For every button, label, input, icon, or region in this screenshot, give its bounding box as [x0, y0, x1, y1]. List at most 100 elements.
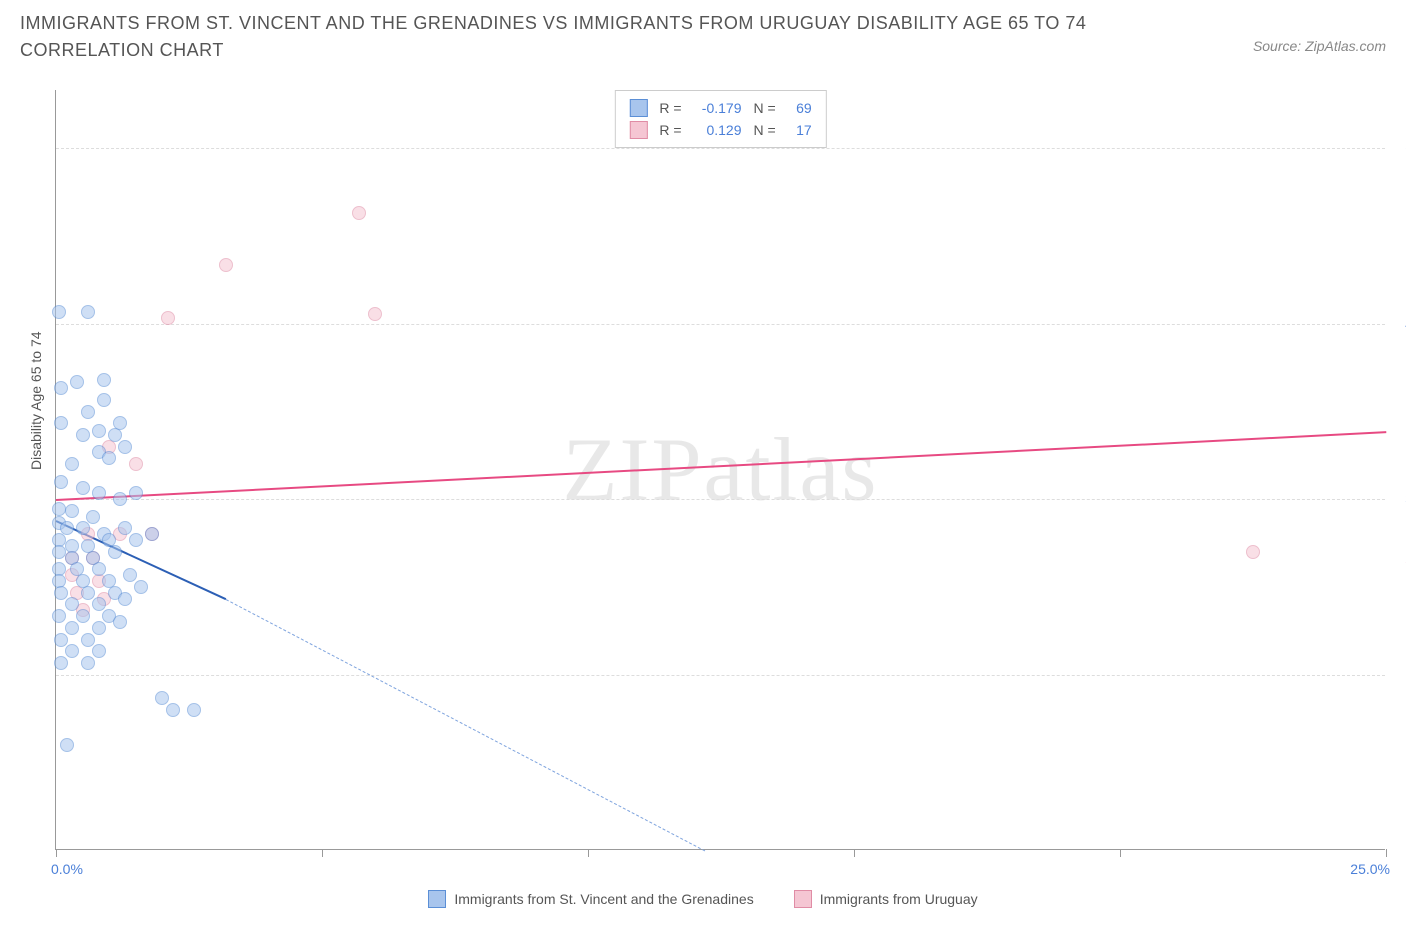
scatter-point-series1 — [166, 703, 180, 717]
scatter-point-series1 — [52, 502, 66, 516]
scatter-point-series1 — [65, 457, 79, 471]
x-tick — [1386, 849, 1387, 857]
scatter-point-series1 — [81, 405, 95, 419]
scatter-point-series1 — [92, 597, 106, 611]
y-axis-label: Disability Age 65 to 74 — [28, 331, 44, 470]
legend-label: Immigrants from Uruguay — [820, 891, 978, 907]
source-attribution: Source: ZipAtlas.com — [1253, 38, 1386, 54]
legend-swatch — [629, 99, 647, 117]
scatter-point-series2 — [129, 457, 143, 471]
scatter-point-series1 — [92, 424, 106, 438]
scatter-point-series1 — [81, 586, 95, 600]
y-tick-label: 15.0% — [1390, 667, 1406, 683]
gridline — [56, 148, 1385, 149]
scatter-point-series1 — [65, 621, 79, 635]
scatter-point-series1 — [52, 305, 66, 319]
scatter-point-series1 — [76, 521, 90, 535]
scatter-point-series1 — [76, 481, 90, 495]
legend-item: Immigrants from St. Vincent and the Gren… — [428, 890, 753, 908]
scatter-point-series1 — [81, 305, 95, 319]
x-tick — [588, 849, 589, 857]
scatter-point-series1 — [187, 703, 201, 717]
y-tick-label: 45.0% — [1390, 316, 1406, 332]
scatter-point-series1 — [118, 592, 132, 606]
x-tick — [322, 849, 323, 857]
x-tick — [56, 849, 57, 857]
stat-n-value: 17 — [788, 122, 812, 138]
trend-line — [226, 599, 705, 851]
scatter-point-series1 — [129, 533, 143, 547]
scatter-point-series1 — [97, 373, 111, 387]
watermark: ZIPatlas — [563, 418, 879, 521]
legend-swatch — [794, 890, 812, 908]
scatter-point-series1 — [54, 475, 68, 489]
scatter-point-series1 — [92, 562, 106, 576]
stats-row: R = -0.179 N = 69 — [629, 97, 811, 119]
x-tick — [854, 849, 855, 857]
scatter-point-series1 — [52, 545, 66, 559]
stats-row: R = 0.129 N = 17 — [629, 119, 811, 141]
y-tick-label: 60.0% — [1390, 140, 1406, 156]
x-tick — [1120, 849, 1121, 857]
stat-r-label: R = — [659, 122, 681, 138]
scatter-point-series1 — [65, 644, 79, 658]
scatter-point-series1 — [92, 621, 106, 635]
scatter-point-series1 — [54, 416, 68, 430]
scatter-point-series1 — [97, 393, 111, 407]
scatter-point-series2 — [1246, 545, 1260, 559]
gridline — [56, 675, 1385, 676]
legend-swatch — [428, 890, 446, 908]
scatter-point-series1 — [81, 633, 95, 647]
scatter-point-series1 — [65, 504, 79, 518]
scatter-point-series1 — [92, 644, 106, 658]
trend-line — [56, 431, 1386, 501]
legend-item: Immigrants from Uruguay — [794, 890, 978, 908]
scatter-point-series1 — [129, 486, 143, 500]
gridline — [56, 499, 1385, 500]
scatter-point-series1 — [113, 492, 127, 506]
scatter-point-series1 — [54, 381, 68, 395]
scatter-point-series1 — [102, 451, 116, 465]
scatter-point-series1 — [113, 615, 127, 629]
stats-legend-box: R = -0.179 N = 69 R = 0.129 N = 17 — [614, 90, 826, 148]
scatter-point-series2 — [368, 307, 382, 321]
gridline — [56, 324, 1385, 325]
scatter-point-series1 — [155, 691, 169, 705]
scatter-point-series1 — [113, 416, 127, 430]
scatter-point-series1 — [108, 545, 122, 559]
scatter-point-series1 — [92, 486, 106, 500]
scatter-point-series1 — [54, 633, 68, 647]
legend-swatch — [629, 121, 647, 139]
stat-r-value: -0.179 — [694, 100, 742, 116]
scatter-point-series1 — [118, 521, 132, 535]
x-axis-min-label: 0.0% — [51, 861, 83, 877]
scatter-point-series1 — [65, 597, 79, 611]
scatter-point-series2 — [219, 258, 233, 272]
stat-n-value: 69 — [788, 100, 812, 116]
scatter-point-series1 — [134, 580, 148, 594]
chart-plot-area: ZIPatlas R =-0.179N =69R =0.129N =17 0.0… — [55, 90, 1385, 850]
chart-title: IMMIGRANTS FROM ST. VINCENT AND THE GREN… — [20, 10, 1120, 64]
scatter-point-series1 — [76, 609, 90, 623]
scatter-point-series1 — [54, 656, 68, 670]
stat-r-value: 0.129 — [694, 122, 742, 138]
scatter-point-series2 — [352, 206, 366, 220]
scatter-point-series1 — [60, 738, 74, 752]
y-tick-label: 30.0% — [1390, 491, 1406, 507]
scatter-point-series1 — [118, 440, 132, 454]
legend-label: Immigrants from St. Vincent and the Gren… — [454, 891, 753, 907]
stat-n-label: N = — [754, 122, 776, 138]
scatter-point-series1 — [86, 510, 100, 524]
scatter-point-series1 — [54, 586, 68, 600]
scatter-point-series1 — [123, 568, 137, 582]
series-legend: Immigrants from St. Vincent and the Gren… — [0, 890, 1406, 908]
x-axis-max-label: 25.0% — [1350, 861, 1390, 877]
stat-n-label: N = — [754, 100, 776, 116]
stat-r-label: R = — [659, 100, 681, 116]
scatter-point-series1 — [52, 609, 66, 623]
scatter-point-series2 — [161, 311, 175, 325]
scatter-point-series1 — [70, 375, 84, 389]
scatter-point-series1 — [81, 656, 95, 670]
y-tick-label: 25.0% — [1390, 550, 1406, 566]
scatter-point-series1 — [145, 527, 159, 541]
